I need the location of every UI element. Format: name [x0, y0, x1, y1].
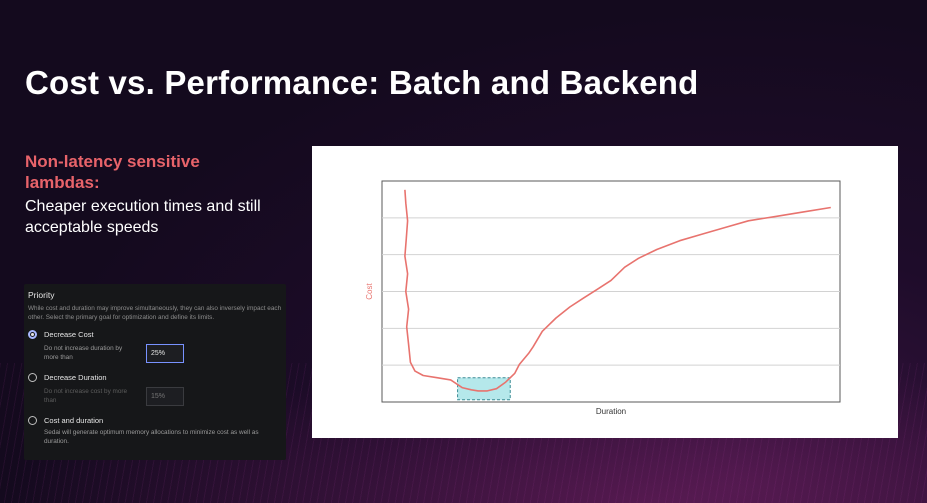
option-decrease-duration[interactable]: Decrease Duration Do not increase cost b… — [28, 373, 282, 406]
priority-title: Priority — [28, 290, 55, 300]
duration-limit-note: Do not increase duration by more than — [44, 345, 123, 361]
slide-title: Cost vs. Performance: Batch and Backend — [25, 64, 699, 101]
priority-settings-panel: Priority While cost and duration may imp… — [24, 284, 286, 460]
slide-subhead: Non-latency sensitive lambdas: — [25, 152, 200, 192]
option-decrease-cost[interactable]: Decrease Cost Do not increase duration b… — [28, 330, 282, 363]
option-label-decrease-duration: Decrease Duration — [44, 373, 107, 382]
cost-and-duration-description: Sedai will generate optimum memory alloc… — [44, 429, 259, 445]
option-label-decrease-cost: Decrease Cost — [44, 330, 94, 339]
cost-limit-note: Do not increase cost by more than — [44, 388, 128, 404]
cost-duration-line — [404, 189, 831, 392]
radio-cost-and-duration[interactable] — [28, 416, 37, 425]
duration-limit-input[interactable] — [146, 344, 184, 363]
optimal-zone-highlight — [457, 377, 511, 401]
x-axis-label: Duration — [596, 407, 626, 416]
priority-description: While cost and duration may improve simu… — [28, 305, 282, 321]
radio-decrease-cost[interactable] — [28, 330, 37, 339]
cost-duration-chart: Duration Cost — [312, 146, 898, 438]
slide-body-text: Cheaper execution times and still accept… — [25, 198, 261, 236]
y-axis-label: Cost — [365, 283, 374, 300]
cost-limit-input[interactable] — [146, 387, 184, 406]
chart-svg: Duration Cost — [365, 180, 841, 416]
option-label-cost-and-duration: Cost and duration — [44, 416, 104, 425]
radio-decrease-duration[interactable] — [28, 373, 37, 382]
option-cost-and-duration[interactable]: Cost and duration Sedai will generate op… — [28, 416, 282, 446]
